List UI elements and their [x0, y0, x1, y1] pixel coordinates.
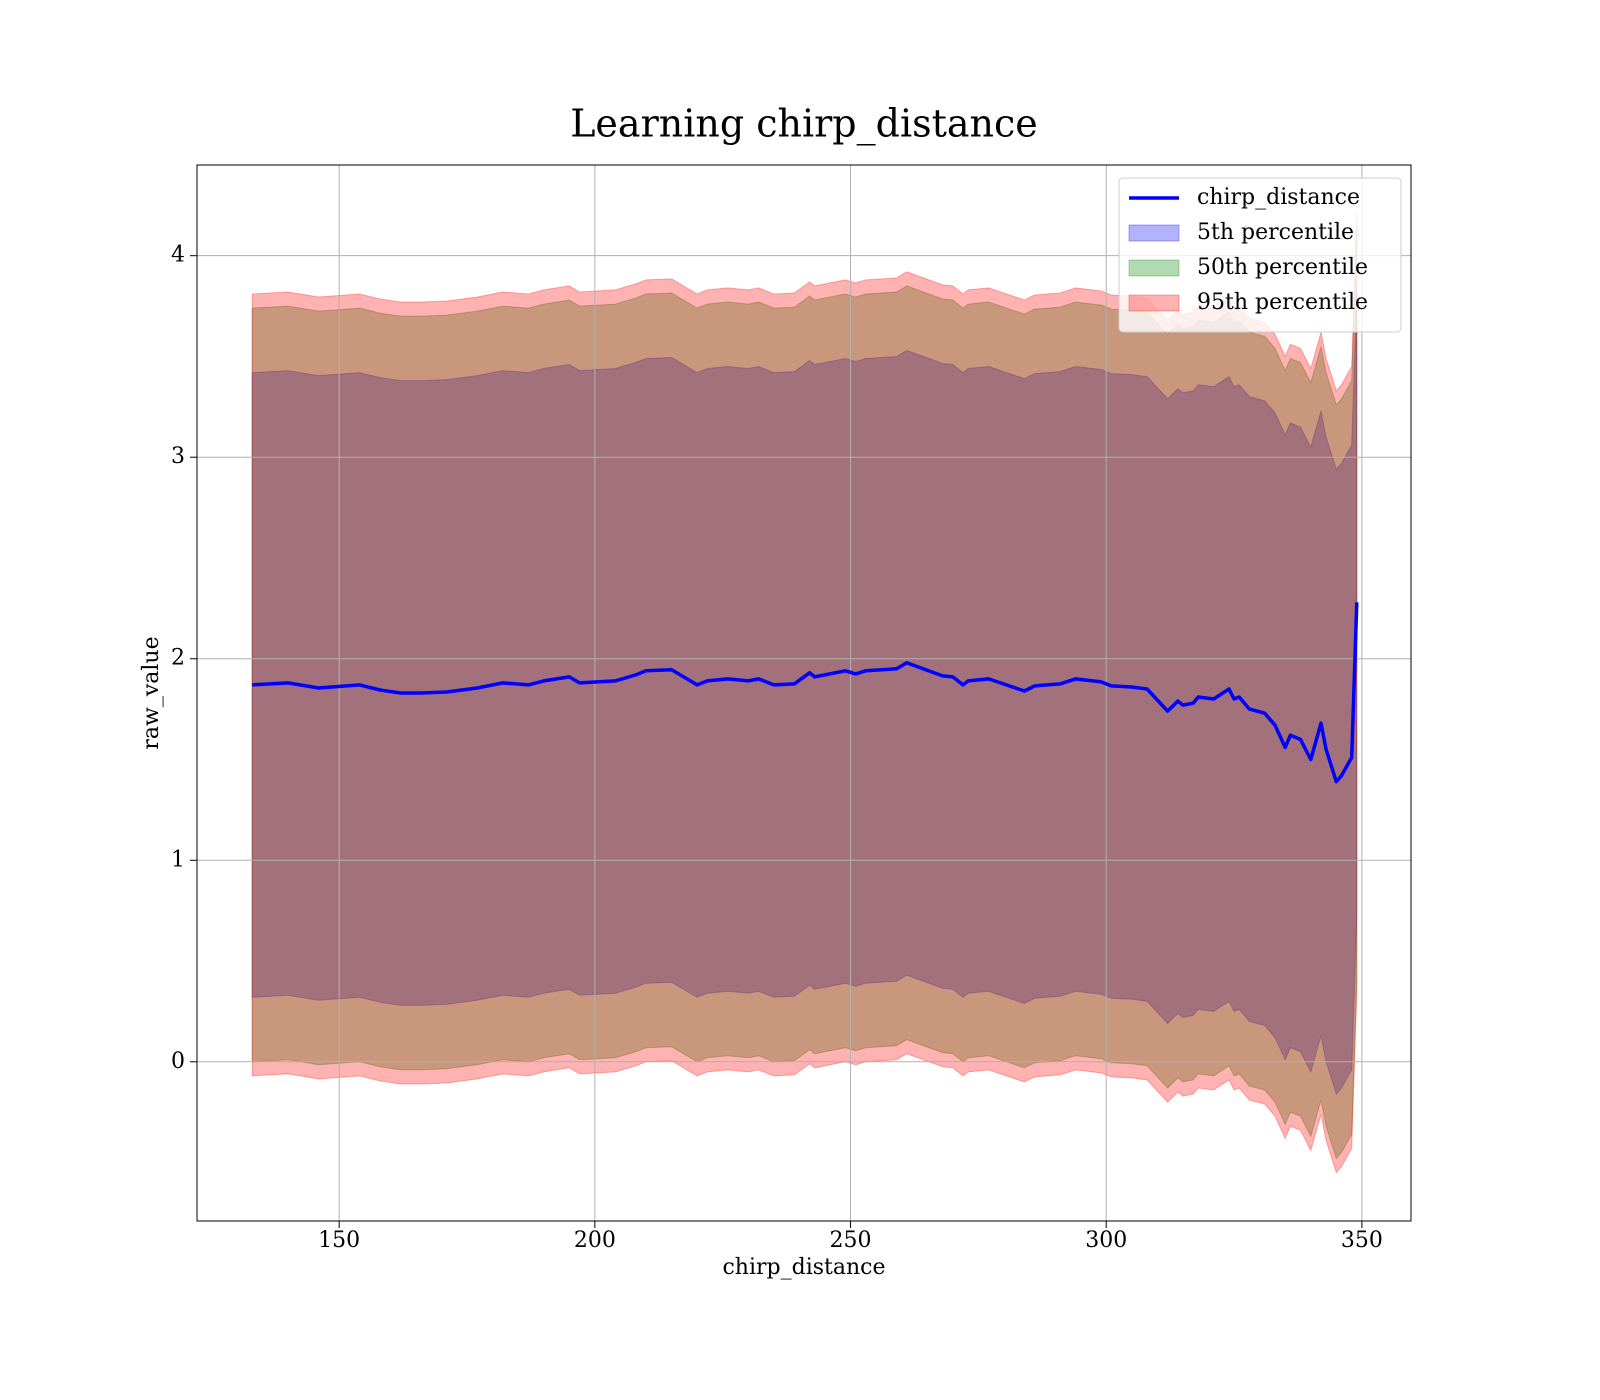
x-tick-label: 200: [574, 1228, 616, 1253]
x-tick-label: 250: [830, 1228, 872, 1253]
percentile-band: [251, 225, 1358, 1160]
legend-label: chirp_distance: [1197, 185, 1360, 210]
percentile-band: [251, 289, 1358, 1096]
y-tick-label: 2: [171, 646, 185, 671]
y-tick-label: 0: [171, 1049, 185, 1074]
y-axis-label: raw_value: [139, 636, 164, 749]
percentile-band: [251, 211, 1358, 1174]
x-axis-label: chirp_distance: [722, 1255, 885, 1280]
chart-title: Learning chirp_distance: [570, 102, 1038, 147]
legend-label: 5th percentile: [1197, 220, 1354, 245]
y-tick-label: 3: [171, 444, 185, 469]
legend-patch: [1128, 259, 1180, 277]
plot-frame: [196, 164, 1412, 1222]
y-tick-label: 4: [171, 243, 185, 268]
legend-label: 50th percentile: [1197, 255, 1368, 280]
data-line: [252, 602, 1359, 784]
x-tick-label: 150: [318, 1228, 360, 1253]
legend-box: [1118, 177, 1402, 333]
y-tick-label: 1: [171, 847, 185, 872]
x-tick-label: 350: [1341, 1228, 1383, 1253]
x-tick-label: 300: [1085, 1228, 1127, 1253]
legend-label: 95th percentile: [1197, 290, 1368, 315]
legend: chirp_distance 5th percentile 50th percent…: [1118, 177, 1402, 333]
legend-patch: [1128, 294, 1180, 312]
legend-patch: [1128, 224, 1180, 242]
